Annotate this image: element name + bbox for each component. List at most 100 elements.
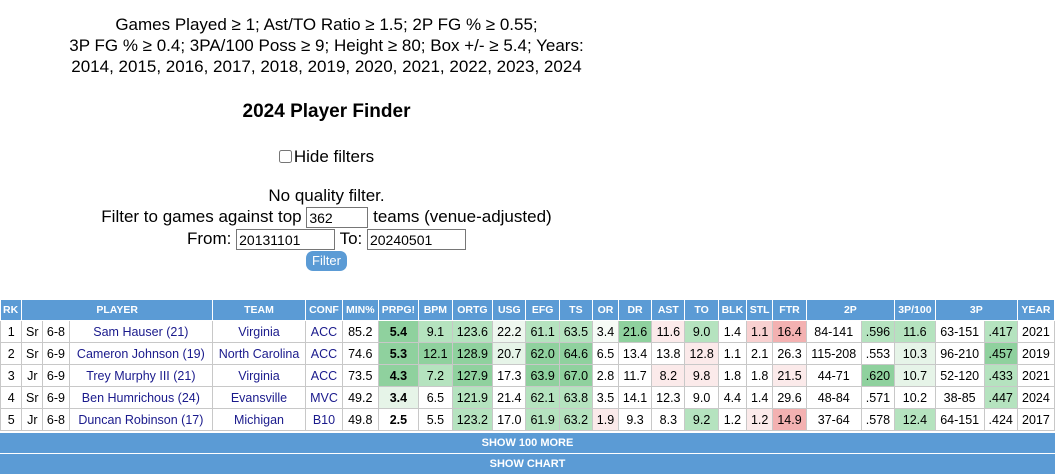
- column-header[interactable]: TS: [558, 299, 594, 321]
- page-title: 2024 Player Finder: [242, 101, 411, 122]
- prpg-cell: 5.4: [377, 320, 420, 343]
- rank-cell: 1: [0, 320, 23, 343]
- prpg-cell: 3.4: [377, 386, 420, 409]
- column-header[interactable]: BLK: [717, 299, 748, 321]
- header-row: RK PLAYER TEAM CONF MIN% PRPG! BPM ORTG USG EFG TS…: [0, 299, 1055, 321]
- blk-cell: 1.8: [717, 364, 748, 387]
- column-header[interactable]: DR: [617, 299, 653, 321]
- height-cell: 6-9: [42, 364, 70, 387]
- team-link[interactable]: Virginia: [211, 320, 307, 343]
- top-teams-input[interactable]: [306, 207, 369, 229]
- ts-cell: 64.6: [558, 342, 594, 365]
- fg3-pct-cell: .417: [983, 320, 1018, 343]
- filter-button[interactable]: Filter: [306, 251, 347, 271]
- team-link[interactable]: North Carolina: [211, 342, 307, 365]
- player-link[interactable]: Duncan Robinson (17): [68, 408, 213, 431]
- fg3-pct-cell: .457: [983, 342, 1018, 365]
- bpm-cell: 6.5: [418, 386, 453, 409]
- or-cell: 3.4: [592, 320, 619, 343]
- min-pct-cell: 74.6: [341, 342, 379, 365]
- rank-cell: 4: [0, 386, 23, 409]
- to-date-input[interactable]: [366, 229, 466, 251]
- ast-cell: 13.8: [651, 342, 686, 365]
- height-cell: 6-8: [42, 320, 70, 343]
- rank-cell: 2: [0, 342, 23, 365]
- column-header[interactable]: YEAR: [1016, 299, 1055, 321]
- conf-link[interactable]: ACC: [305, 342, 343, 365]
- class-cell: Sr: [21, 386, 44, 409]
- three-per-100-cell: 10.7: [894, 364, 936, 387]
- to-cell: 9.0: [684, 320, 719, 343]
- hide-filters-label[interactable]: Hide filters: [293, 147, 375, 166]
- column-header[interactable]: USG: [492, 299, 527, 321]
- fg2-cell: 37-64: [805, 408, 862, 431]
- player-link[interactable]: Cameron Johnson (19): [68, 342, 213, 365]
- column-header[interactable]: MIN%: [341, 299, 379, 321]
- dr-cell: 14.1: [617, 386, 653, 409]
- stl-cell: 1.1: [745, 320, 774, 343]
- fg3-cell: 52-120: [934, 364, 985, 387]
- column-header[interactable]: OR: [592, 299, 619, 321]
- player-link[interactable]: Trey Murphy III (21): [68, 364, 213, 387]
- fg3-pct-cell: .447: [983, 386, 1018, 409]
- ts-cell: 67.0: [558, 364, 594, 387]
- team-link[interactable]: Virginia: [211, 364, 307, 387]
- or-cell: 6.5: [592, 342, 619, 365]
- usg-cell: 22.2: [492, 320, 527, 343]
- player-link[interactable]: Ben Humrichous (24): [68, 386, 213, 409]
- dr-cell: 21.6: [617, 320, 653, 343]
- column-header[interactable]: PRPG!: [377, 299, 420, 321]
- column-header[interactable]: EFG: [525, 299, 560, 321]
- show-chart-button[interactable]: SHOW CHART: [0, 454, 1055, 474]
- conf-link[interactable]: ACC: [305, 320, 343, 343]
- ts-cell: 63.2: [558, 408, 594, 431]
- column-header[interactable]: FTR: [772, 299, 807, 321]
- column-header[interactable]: 3P/100: [894, 299, 936, 321]
- column-header[interactable]: TO: [684, 299, 719, 321]
- efg-cell: 62.1: [525, 386, 560, 409]
- ast-cell: 12.3: [651, 386, 686, 409]
- column-header[interactable]: BPM: [418, 299, 453, 321]
- efg-cell: 61.1: [525, 320, 560, 343]
- column-header[interactable]: CONF: [305, 299, 343, 321]
- ast-cell: 8.2: [651, 364, 686, 387]
- hide-filters-checkbox[interactable]: [278, 150, 292, 163]
- ftr-cell: 21.5: [772, 364, 807, 387]
- min-pct-cell: 73.5: [341, 364, 379, 387]
- column-header[interactable]: RK: [0, 299, 23, 321]
- column-header[interactable]: AST: [651, 299, 686, 321]
- table-body: 1 Sr 6-8 Sam Hauser (21) Virginia ACC 85.2 5.4 9…: [0, 320, 1055, 431]
- player-link[interactable]: Sam Hauser (21): [68, 320, 213, 343]
- from-date-input[interactable]: [236, 229, 336, 251]
- show-more-button[interactable]: SHOW 100 MORE: [0, 433, 1055, 453]
- prpg-cell: 2.5: [377, 408, 420, 431]
- to-cell: 12.8: [684, 342, 719, 365]
- conf-link[interactable]: ACC: [305, 364, 343, 387]
- min-pct-cell: 49.8: [341, 408, 379, 431]
- min-pct-cell: 49.2: [341, 386, 379, 409]
- fg3-pct-cell: .424: [983, 408, 1018, 431]
- column-header[interactable]: 3P: [934, 299, 1018, 321]
- column-header[interactable]: 2P: [805, 299, 896, 321]
- column-header[interactable]: PLAYER: [21, 299, 213, 321]
- year-cell: 2021: [1016, 320, 1055, 343]
- blk-cell: 1.4: [717, 320, 748, 343]
- criteria-line-1: Games Played ≥ 1; Ast/TO Ratio ≥ 1.5; 2P…: [115, 15, 538, 34]
- ts-cell: 63.5: [558, 320, 594, 343]
- search-criteria: Games Played ≥ 1; Ast/TO Ratio ≥ 1.5; 2P…: [0, 14, 653, 77]
- stl-cell: 2.1: [745, 342, 774, 365]
- column-header[interactable]: STL: [745, 299, 774, 321]
- quality-filter-text: No quality filter.: [268, 186, 385, 205]
- team-link[interactable]: Evansville: [211, 386, 307, 409]
- height-cell: 6-9: [42, 386, 70, 409]
- blk-cell: 1.1: [717, 342, 748, 365]
- or-cell: 3.5: [592, 386, 619, 409]
- conf-link[interactable]: MVC: [305, 386, 343, 409]
- column-header[interactable]: TEAM: [211, 299, 307, 321]
- ortg-cell: 123.6: [451, 320, 494, 343]
- prpg-cell: 4.3: [377, 364, 420, 387]
- year-cell: 2019: [1016, 342, 1055, 365]
- team-link[interactable]: Michigan: [211, 408, 307, 431]
- column-header[interactable]: ORTG: [451, 299, 494, 321]
- conf-link[interactable]: B10: [305, 408, 343, 431]
